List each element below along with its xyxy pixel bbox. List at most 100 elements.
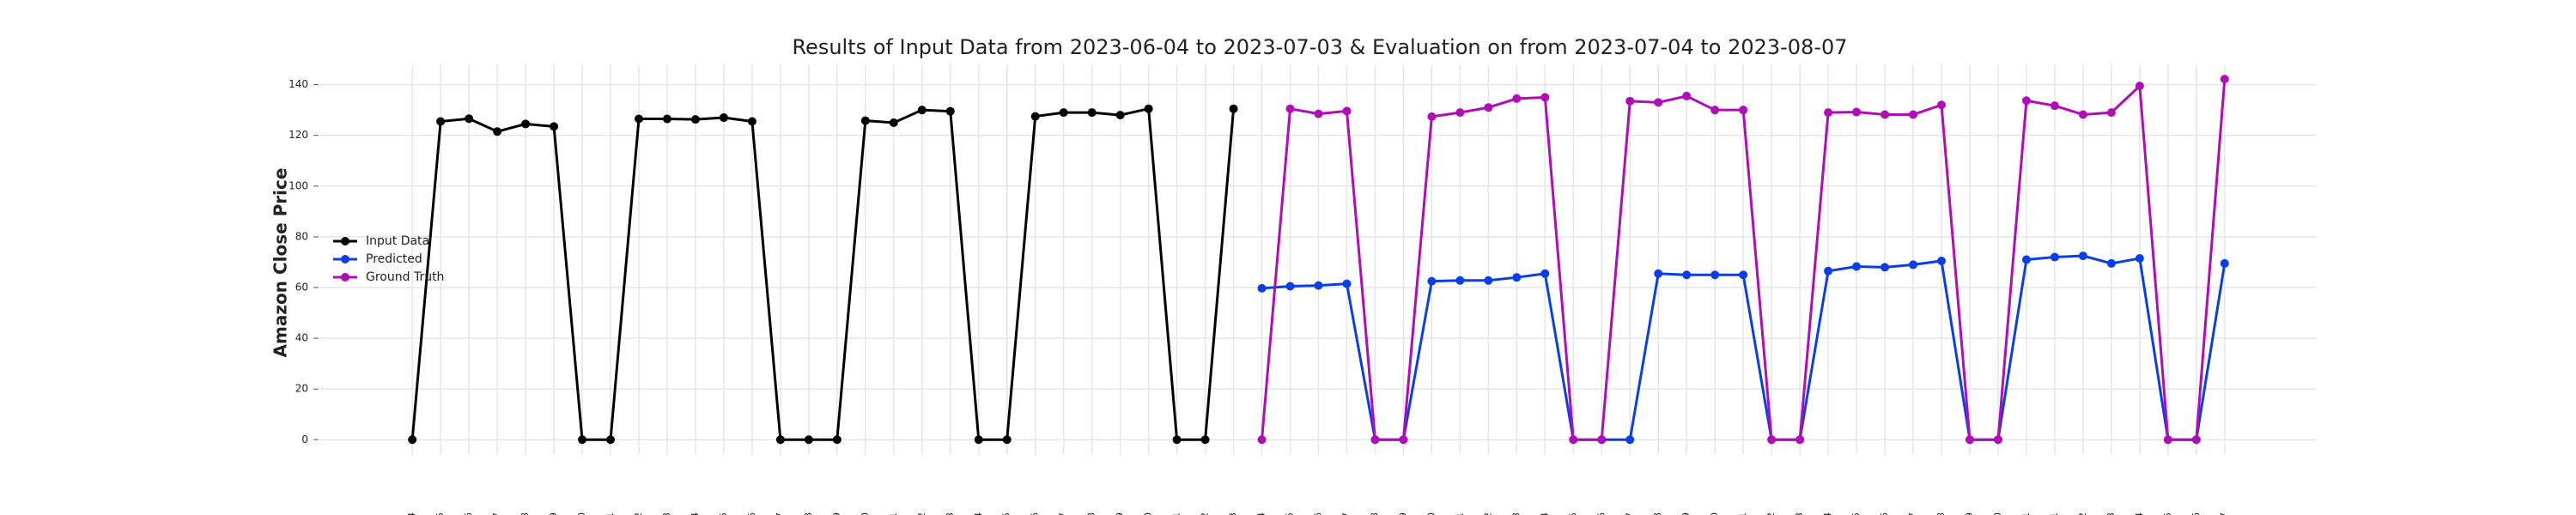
x-tick-label: 2023-06-21: [888, 512, 899, 515]
legend-marker: [341, 237, 349, 245]
x-tick-label: 2023-07-26: [1879, 512, 1890, 515]
series-line: [410, 106, 1236, 441]
x-tick-label: 2023-06-14: [690, 512, 701, 515]
point: [1937, 256, 1947, 265]
y-tick-label: 120: [289, 129, 308, 141]
x-tick-label: 2023-07-15: [1567, 512, 1578, 515]
point: [1427, 112, 1437, 121]
point: [1710, 106, 1720, 115]
x-tick-label: 2023-07-01: [1171, 512, 1182, 515]
point: [2021, 96, 2031, 106]
x-tick-label: 2023-07-28: [1935, 512, 1947, 515]
point: [1540, 93, 1550, 102]
point: [2078, 110, 2087, 119]
x-tick-label: 2023-06-17: [775, 512, 786, 515]
x-tick-label: 2023-07-06: [1313, 512, 1324, 515]
x-tick-label: 2023-06-12: [633, 512, 644, 515]
x-tick-label: 2023-07-04: [1256, 512, 1267, 515]
point: [550, 122, 559, 131]
x-tick-label: 2023-08-07: [2219, 512, 2230, 515]
x-tick-label: 2023-07-13: [1510, 512, 1522, 515]
point: [1569, 435, 1578, 445]
point: [1682, 270, 1692, 280]
point: [1285, 282, 1295, 291]
x-tick-label: 2023-06-08: [519, 512, 531, 515]
point: [2106, 108, 2116, 118]
x-tick-label: 2023-06-22: [916, 512, 927, 515]
point: [1512, 94, 1522, 103]
point: [1087, 108, 1097, 118]
x-tick-label: 2023-07-25: [1850, 512, 1862, 515]
y-axis-label: Amazon Close Price: [270, 168, 291, 358]
x-tick-label: 2023-07-27: [1907, 512, 1918, 515]
point: [1880, 263, 1890, 272]
point: [1909, 110, 1918, 119]
point: [1597, 435, 1607, 445]
point: [1144, 104, 1153, 113]
x-tick-label: 2023-06-11: [605, 512, 616, 515]
point: [889, 118, 898, 127]
legend-label: Input Data: [366, 234, 429, 248]
point: [1455, 108, 1465, 118]
point: [2135, 254, 2144, 264]
x-tick-label: 2023-08-05: [2162, 512, 2173, 515]
x-tick-label: 2023-07-02: [1200, 512, 1211, 515]
x-tick-label: 2023-06-19: [831, 512, 842, 515]
y-tick-label: 80: [295, 230, 308, 242]
point: [1937, 100, 1947, 110]
point: [2135, 82, 2144, 91]
x-tick-label: 2023-06-09: [548, 512, 559, 515]
point: [2220, 258, 2229, 268]
y-tick-label: 140: [289, 78, 308, 90]
x-tick-label: 2023-07-10: [1425, 512, 1437, 515]
point: [1739, 106, 1748, 115]
y-tick-label: 0: [301, 433, 308, 445]
point: [1257, 283, 1267, 293]
point: [719, 113, 728, 123]
point: [1314, 109, 1323, 118]
point: [974, 435, 983, 445]
point: [1625, 435, 1635, 445]
legend-marker: [341, 273, 349, 282]
point: [2050, 101, 2059, 111]
point: [662, 114, 671, 124]
x-tick-label: 2023-07-20: [1709, 512, 1720, 515]
x-tick-label: 2023-06-13: [661, 512, 672, 515]
point: [1455, 276, 1465, 285]
x-tick-label: 2023-07-17: [1624, 512, 1635, 515]
point: [1257, 435, 1267, 445]
point: [436, 117, 446, 126]
point: [1342, 279, 1352, 288]
x-tick-label: 2023-07-16: [1595, 512, 1607, 515]
point: [1654, 98, 1663, 107]
point: [1030, 112, 1040, 121]
y-tick-label: 60: [295, 282, 308, 294]
x-tick-label: 2023-06-10: [576, 512, 587, 515]
x-tick-label: 2023-07-19: [1680, 512, 1692, 515]
y-tick-label: 100: [289, 179, 308, 191]
point: [1484, 103, 1493, 112]
point: [1059, 108, 1068, 118]
point: [493, 127, 502, 136]
point: [1795, 435, 1805, 445]
x-tick-label: 2023-06-25: [1001, 512, 1012, 515]
x-tick-label: 2023-06-04: [406, 512, 417, 515]
x-tick-label: 2023-06-05: [434, 512, 446, 515]
point: [1512, 273, 1522, 282]
point: [606, 435, 616, 445]
x-tick-label: 2023-06-23: [945, 512, 956, 515]
point: [1427, 276, 1437, 286]
point: [1824, 108, 1833, 118]
x-tick-label: 2023-06-07: [491, 512, 502, 515]
legend-label: Predicted: [366, 252, 422, 266]
point: [465, 114, 474, 124]
x-tick-label: 2023-06-16: [746, 512, 757, 515]
point: [2021, 255, 2031, 264]
x-tick-label: 2023-07-08: [1369, 512, 1380, 515]
legend-marker: [341, 255, 349, 264]
point: [1200, 435, 1210, 445]
point: [775, 435, 785, 445]
point: [1625, 96, 1635, 106]
point: [1852, 107, 1862, 117]
point: [1484, 276, 1493, 285]
